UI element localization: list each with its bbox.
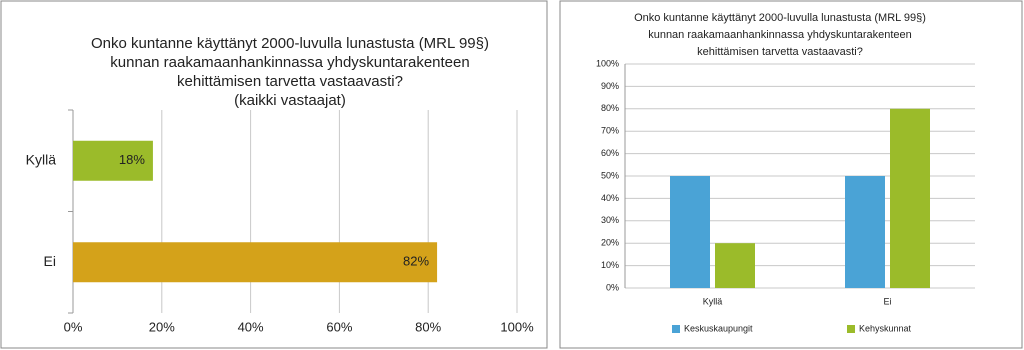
value-label: 82% — [403, 254, 429, 269]
bar — [890, 108, 930, 288]
value-label: 18% — [119, 152, 145, 167]
x-tick-label: 20% — [149, 319, 175, 334]
y-tick-label: Ei — [44, 253, 56, 269]
chart-title: kunnan raakamaanhankinnassa yhdyskuntara… — [648, 29, 912, 41]
bar — [73, 140, 153, 181]
y-tick-label: 10% — [601, 260, 619, 270]
y-tick-label: 60% — [601, 148, 619, 158]
x-tick-label: 100% — [500, 319, 534, 334]
bar — [845, 176, 885, 288]
x-tick-label: 40% — [238, 319, 264, 334]
bar — [670, 176, 710, 288]
y-tick-label: 0% — [606, 282, 619, 292]
y-tick-label: 30% — [601, 215, 619, 225]
y-tick-label: 90% — [601, 81, 619, 91]
x-tick-label: 60% — [326, 319, 352, 334]
chart-title: (kaikki vastaajat) — [234, 92, 346, 109]
x-tick-label: 0% — [64, 319, 83, 334]
x-tick-label: Kyllä — [703, 296, 723, 306]
legend-label: Kehyskunnat — [859, 323, 912, 333]
x-tick-label: Ei — [883, 296, 891, 306]
y-tick-label: 70% — [601, 126, 619, 136]
y-tick-label: 20% — [601, 238, 619, 248]
y-tick-label: 80% — [601, 103, 619, 113]
legend-swatch — [847, 325, 855, 333]
legend-label: Keskuskaupungit — [684, 323, 753, 333]
bar — [73, 242, 438, 283]
bar — [715, 243, 755, 288]
y-tick-label: Kyllä — [26, 151, 57, 167]
chart-title: kehittämisen tarvetta vastaavasti? — [177, 73, 403, 90]
chart-title: Onko kuntanne käyttänyt 2000-luvulla lun… — [91, 35, 489, 52]
chart-title: kehittämisen tarvetta vastaavasti? — [697, 46, 863, 58]
y-tick-label: 50% — [601, 170, 619, 180]
x-tick-label: 80% — [415, 319, 441, 334]
legend-swatch — [672, 325, 680, 333]
chart-title: Onko kuntanne käyttänyt 2000-luvulla lun… — [634, 12, 926, 24]
y-tick-label: 100% — [596, 58, 619, 68]
chart-title: kunnan raakamaanhankinnassa yhdyskuntara… — [110, 54, 469, 71]
right-panel — [559, 0, 1023, 349]
y-tick-label: 40% — [601, 193, 619, 203]
